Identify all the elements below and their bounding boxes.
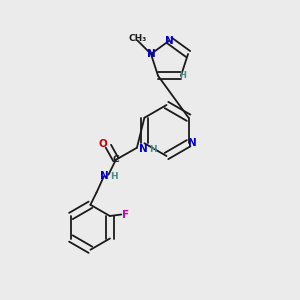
Text: F: F: [122, 209, 129, 220]
Text: N: N: [165, 35, 174, 46]
Text: H: H: [149, 145, 156, 154]
Text: N: N: [139, 144, 148, 154]
Text: H: H: [179, 71, 186, 80]
Text: N: N: [147, 49, 155, 59]
Text: CH₃: CH₃: [128, 34, 147, 43]
Text: C: C: [112, 155, 119, 164]
Text: N: N: [188, 138, 197, 148]
Text: O: O: [99, 139, 107, 149]
Text: N: N: [100, 171, 108, 181]
Text: H: H: [110, 172, 118, 181]
